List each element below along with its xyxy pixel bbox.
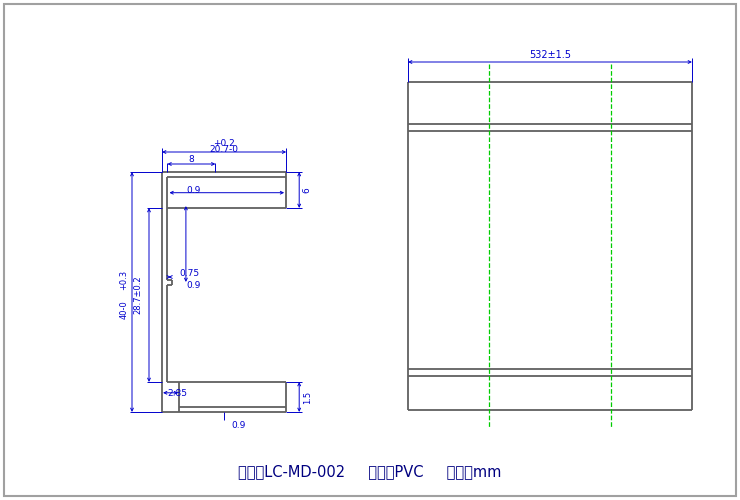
Text: +0.2: +0.2: [213, 140, 235, 148]
Text: 0.9: 0.9: [186, 186, 201, 195]
Text: 40-0: 40-0: [119, 300, 129, 320]
Text: 2.85: 2.85: [167, 390, 187, 398]
Text: 8: 8: [189, 154, 195, 164]
Text: 0.9: 0.9: [231, 420, 245, 430]
Text: 28.7±0.2: 28.7±0.2: [133, 276, 143, 314]
Text: 料号：LC-MD-002     材质：PVC     单位：mm: 料号：LC-MD-002 材质：PVC 单位：mm: [238, 464, 502, 479]
Text: 20.7-0: 20.7-0: [209, 146, 238, 154]
Text: 1.5: 1.5: [303, 390, 312, 404]
Text: 0.9: 0.9: [186, 282, 201, 290]
Text: 6: 6: [303, 187, 312, 193]
Text: +0.3: +0.3: [119, 270, 129, 290]
Text: 0.75: 0.75: [180, 270, 200, 278]
Text: 532±1.5: 532±1.5: [529, 50, 571, 60]
